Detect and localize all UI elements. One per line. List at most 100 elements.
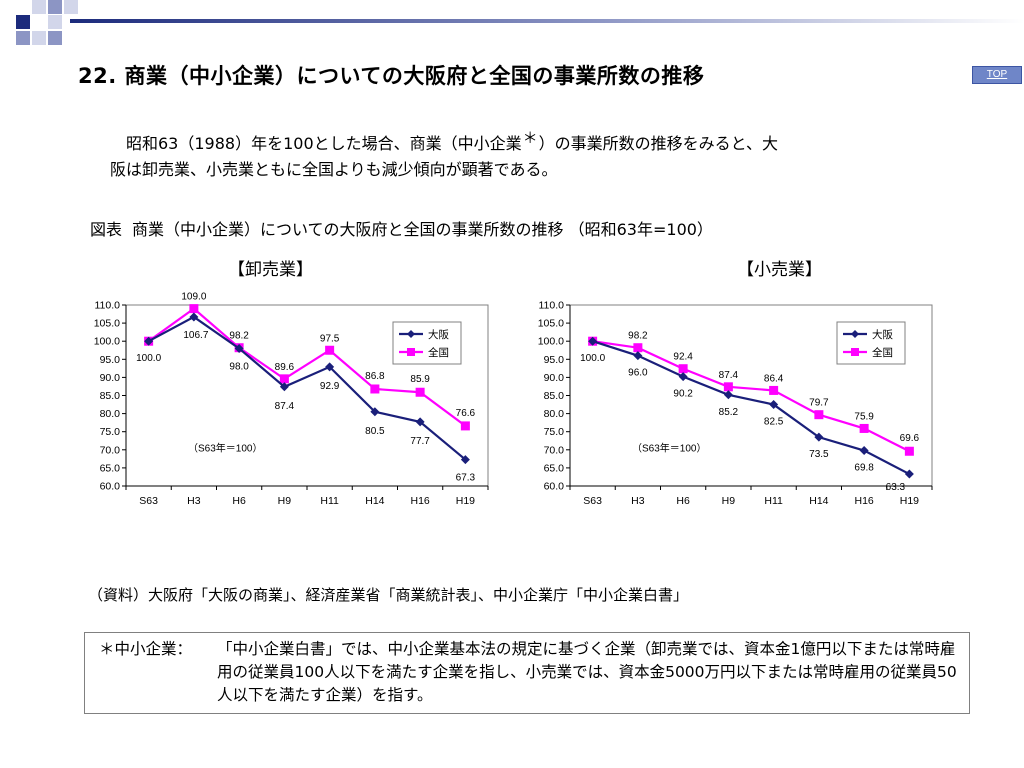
osaka-data-label: 98.0 <box>229 361 249 372</box>
y-tick-label: 70.0 <box>544 444 565 456</box>
osaka-data-label: 90.2 <box>673 389 693 400</box>
osaka-point <box>859 446 869 456</box>
legend-osaka-label: 大阪 <box>872 328 893 341</box>
osaka-data-label: 100.0 <box>136 353 161 364</box>
national-data-label: 85.9 <box>410 374 430 385</box>
national-data-label: 109.0 <box>181 292 206 303</box>
x-tick-label: H6 <box>232 495 246 507</box>
y-tick-label: 85.0 <box>544 390 565 402</box>
y-tick-label: 85.0 <box>100 390 121 402</box>
definition-note-box: ＊中小企業： 「中小企業白書」では、中小企業基本法の規定に基づく企業（卸売業では… <box>84 632 970 714</box>
y-tick-label: 105.0 <box>94 318 120 330</box>
y-tick-label: 60.0 <box>544 481 565 493</box>
title-underline <box>70 19 1024 23</box>
osaka-point <box>723 390 733 400</box>
base-year-annotation: （S63年＝100） <box>632 442 706 455</box>
national-point <box>633 343 643 353</box>
x-tick-label: S63 <box>583 495 602 507</box>
y-tick-label: 80.0 <box>100 408 121 420</box>
osaka-series-line <box>148 315 467 461</box>
national-point <box>460 421 470 431</box>
osaka-data-label: 106.7 <box>183 330 208 341</box>
y-tick-label: 90.0 <box>100 372 121 384</box>
osaka-point <box>460 455 470 465</box>
osaka-data-label: 100.0 <box>580 353 605 364</box>
osaka-point <box>814 432 824 442</box>
x-tick-label: H9 <box>278 495 292 507</box>
national-data-label: 97.5 <box>320 333 340 344</box>
x-tick-label: H3 <box>631 495 645 507</box>
y-tick-label: 65.0 <box>100 462 121 474</box>
legend-box <box>836 321 906 365</box>
national-data-label: 98.2 <box>628 331 648 342</box>
osaka-point <box>415 417 425 427</box>
decorative-square <box>48 31 62 45</box>
legend-national-marker <box>851 348 859 356</box>
retail-chart-title: 【小売業】 <box>737 260 822 280</box>
x-tick-label: H11 <box>320 495 339 507</box>
national-data-label: 79.7 <box>809 398 829 409</box>
figure-label: 図表 <box>90 220 123 239</box>
x-tick-label: H14 <box>365 495 384 507</box>
osaka-data-label: 67.3 <box>456 473 476 484</box>
y-tick-label: 80.0 <box>544 408 565 420</box>
decorative-square <box>16 15 30 29</box>
y-tick-label: 90.0 <box>544 372 565 384</box>
decorative-square <box>32 31 46 45</box>
retail-line-chart: 60.0 65.0 70.0 75.0 80.0 85.0 90.0 95.0 100.0 105… <box>538 300 933 507</box>
x-tick-label: H14 <box>809 495 828 507</box>
national-data-label: 76.6 <box>456 408 476 419</box>
note-text: 「中小企業白書」では、中小企業基本法の規定に基づく企業（卸売業では、資本金1億円… <box>217 640 957 704</box>
x-tick-label: H16 <box>410 495 429 507</box>
national-point <box>723 382 733 392</box>
osaka-point <box>904 469 914 479</box>
y-tick-label: 95.0 <box>100 354 121 366</box>
osaka-data-label: 69.8 <box>854 463 874 474</box>
figure-caption: 図表 商業（中小企業）についての大阪府と全国の事業所数の推移 （昭和63年=100… <box>90 216 713 240</box>
national-point <box>325 345 335 355</box>
osaka-data-label: 85.2 <box>719 407 739 418</box>
osaka-point <box>144 336 154 346</box>
osaka-data-label: 92.9 <box>320 381 340 392</box>
national-point <box>370 384 380 394</box>
decorative-square <box>32 0 46 14</box>
top-link-button[interactable]: TOP <box>972 66 1022 84</box>
y-tick-label: 95.0 <box>544 354 565 366</box>
y-tick-label: 65.0 <box>544 462 565 474</box>
national-point <box>189 304 199 314</box>
y-tick-label: 110.0 <box>539 300 565 312</box>
osaka-data-label: 87.4 <box>275 401 295 412</box>
slide-title: 22. 商業（中小企業）についての大阪府と全国の事業所数の推移 <box>78 64 705 88</box>
national-data-label: 75.9 <box>854 411 874 422</box>
intro-text-2: ）の事業所数の推移をみると、大 <box>538 134 779 153</box>
osaka-data-label: 73.5 <box>809 449 829 460</box>
national-data-label: 98.2 <box>229 331 249 342</box>
osaka-point <box>633 351 643 361</box>
national-series-line <box>592 340 910 453</box>
x-tick-label: H16 <box>854 495 873 507</box>
national-data-label: 92.4 <box>673 352 693 363</box>
y-tick-label: 110.0 <box>95 300 121 312</box>
y-tick-label: 60.0 <box>100 481 121 493</box>
osaka-point <box>234 343 244 353</box>
y-tick-label: 75.0 <box>100 426 121 438</box>
y-tick-label: 100.0 <box>538 336 564 348</box>
osaka-data-label: 96.0 <box>628 368 648 379</box>
national-data-label: 89.6 <box>275 362 295 373</box>
base-year-annotation: （S63年＝100） <box>188 442 262 455</box>
x-tick-label: H19 <box>900 495 919 507</box>
osaka-point <box>769 400 779 410</box>
legend-osaka-label: 大阪 <box>428 328 449 341</box>
intro-text-1: 昭和63（1988）年を100とした場合、商業（中小企業 <box>126 134 522 153</box>
osaka-point <box>325 362 335 372</box>
osaka-data-label: 80.5 <box>365 426 385 437</box>
osaka-series-line <box>592 340 910 476</box>
legend-box <box>392 321 462 365</box>
national-point <box>859 423 869 433</box>
legend-national-marker <box>407 348 415 356</box>
national-data-label: 86.8 <box>365 371 385 382</box>
osaka-data-label: 63.3 <box>886 482 906 493</box>
national-point <box>415 387 425 397</box>
national-data-label: 86.4 <box>764 373 784 384</box>
y-tick-label: 100.0 <box>94 336 120 348</box>
